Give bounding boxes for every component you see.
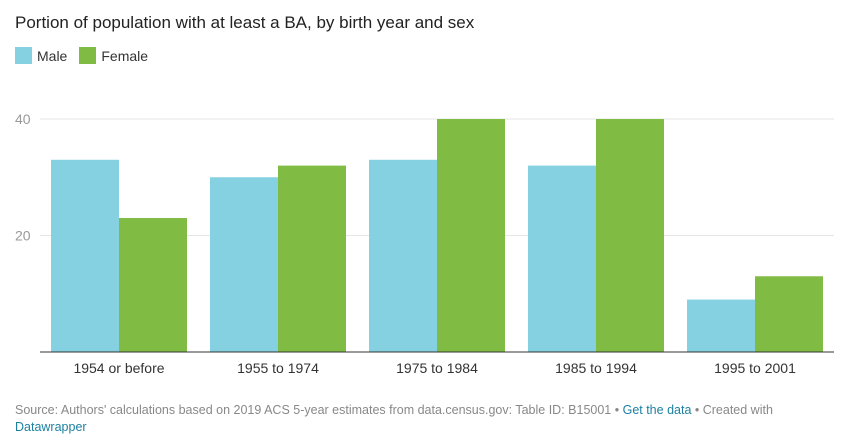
legend-label-female: Female — [101, 47, 149, 64]
bar-male-2 — [369, 159, 437, 352]
y-tick-label-20: 20 — [15, 228, 31, 244]
legend-item-female: Female — [79, 47, 148, 64]
x-category-label-4: 1995 to 2001 — [714, 360, 796, 376]
bar-male-0 — [51, 159, 119, 352]
bar-female-4 — [755, 276, 823, 352]
bar-female-1 — [278, 165, 346, 352]
bar-female-2 — [437, 119, 505, 352]
legend-swatch-male — [15, 47, 32, 64]
bar-female-0 — [119, 218, 187, 352]
legend: Male Female — [15, 47, 160, 64]
get-the-data-link[interactable]: Get the data — [622, 403, 692, 417]
x-category-label-2: 1975 to 1984 — [396, 360, 478, 376]
legend-swatch-female — [79, 47, 97, 64]
datawrapper-link[interactable]: Datawrapper — [15, 419, 87, 434]
x-category-label-0: 1954 or before — [73, 360, 164, 376]
legend-item-male: Male — [15, 47, 67, 64]
chart-title: Portion of population with at least a BA… — [15, 13, 475, 32]
source-note: Source: Authors' calculations based on 2… — [15, 403, 612, 417]
x-category-label-3: 1985 to 1994 — [555, 360, 637, 376]
footer-separator: • — [611, 403, 623, 417]
footer: Source: Authors' calculations based on 2… — [15, 402, 805, 435]
x-category-label-1: 1955 to 1974 — [237, 360, 319, 376]
bar-chart: 20 40 1954 or before 1955 to 1974 1975 to 19… — [15, 111, 834, 376]
y-tick-label-40: 40 — [15, 111, 31, 127]
bar-male-4 — [687, 299, 755, 352]
bar-female-3 — [596, 119, 664, 352]
bar-male-1 — [210, 177, 278, 352]
legend-label-male: Male — [37, 47, 68, 64]
created-with-text: • Created with — [691, 403, 773, 417]
bar-male-3 — [528, 165, 596, 352]
